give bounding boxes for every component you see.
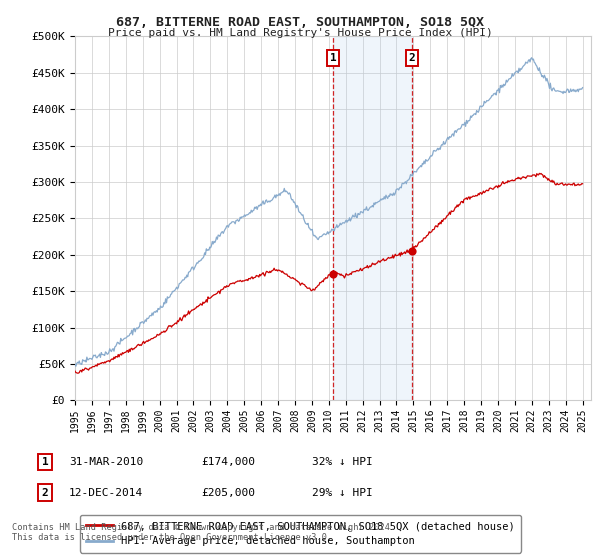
Point [328,269,338,278]
Text: £174,000: £174,000 [201,457,255,467]
Text: 12-DEC-2014: 12-DEC-2014 [69,488,143,498]
Text: Contains HM Land Registry data © Crown copyright and database right 2024.: Contains HM Land Registry data © Crown c… [12,523,395,532]
Legend: 687, BITTERNE ROAD EAST, SOUTHAMPTON, SO18 5QX (detached house), HPI: Average pr: 687, BITTERNE ROAD EAST, SOUTHAMPTON, SO… [80,515,521,553]
Bar [333,36,412,400]
Text: 2: 2 [409,53,415,63]
Point [407,246,417,255]
Text: Price paid vs. HM Land Registry's House Price Index (HPI): Price paid vs. HM Land Registry's House … [107,28,493,38]
Text: 29% ↓ HPI: 29% ↓ HPI [312,488,373,498]
Text: £205,000: £205,000 [201,488,255,498]
Text: 31-MAR-2010: 31-MAR-2010 [69,457,143,467]
Text: 1: 1 [41,457,49,467]
Text: 687, BITTERNE ROAD EAST, SOUTHAMPTON, SO18 5QX: 687, BITTERNE ROAD EAST, SOUTHAMPTON, SO… [116,16,484,29]
Text: 2: 2 [41,488,49,498]
Text: This data is licensed under the Open Government Licence v3.0.: This data is licensed under the Open Gov… [12,533,332,542]
Text: 1: 1 [329,53,337,63]
Text: 32% ↓ HPI: 32% ↓ HPI [312,457,373,467]
